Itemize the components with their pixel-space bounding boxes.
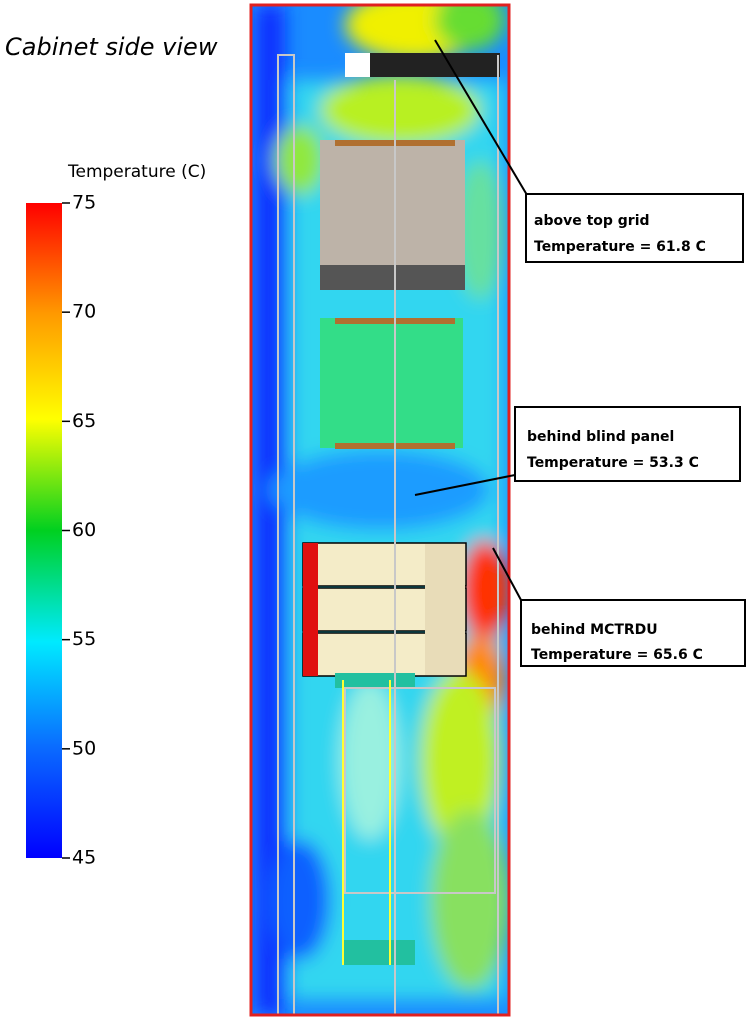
heatmap <box>251 0 510 1015</box>
figure: Cabinet side view <box>0 0 753 1020</box>
colorbar-tick-label: 60 <box>72 519 96 541</box>
colorbar-tick-label: 75 <box>72 192 96 214</box>
annotation-label: above top grid <box>534 213 650 229</box>
colorbar-tick-label: 45 <box>72 847 96 869</box>
colorbar-tick-label: 65 <box>72 410 96 432</box>
figure-title: Cabinet side view <box>5 33 218 61</box>
colorbar <box>26 203 62 858</box>
colorbar-tick-label: 70 <box>72 301 96 323</box>
colorbar-tick-label: 55 <box>72 628 96 650</box>
annotation-reading: Temperature = 61.8 C <box>534 239 706 255</box>
annotation-reading: Temperature = 53.3 C <box>527 455 699 471</box>
colorbar-title: Temperature (C) <box>67 162 206 182</box>
annotation-label: behind MCTRDU <box>531 622 658 638</box>
colorbar-tick-label: 50 <box>72 737 96 759</box>
page: Cabinet side view <box>0 0 753 1020</box>
annotation-label: behind blind panel <box>527 429 674 445</box>
annotation-reading: Temperature = 65.6 C <box>531 647 703 663</box>
